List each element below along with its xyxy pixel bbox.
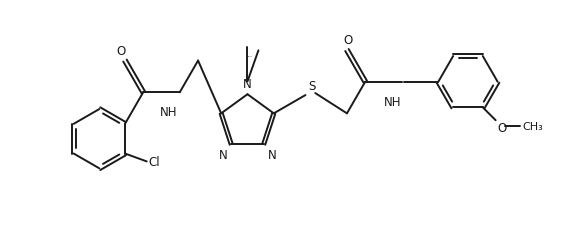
Text: N: N [268,148,276,161]
Text: NH: NH [384,95,402,108]
Text: O: O [343,34,352,47]
Text: methyl: methyl [248,55,252,57]
Text: O: O [498,122,507,135]
Text: S: S [308,80,316,93]
Text: NH: NH [160,106,177,118]
Text: CH₃: CH₃ [522,122,543,131]
Text: N: N [219,148,227,161]
Text: N: N [243,78,252,91]
Text: Cl: Cl [149,155,160,168]
Text: O: O [116,44,126,57]
